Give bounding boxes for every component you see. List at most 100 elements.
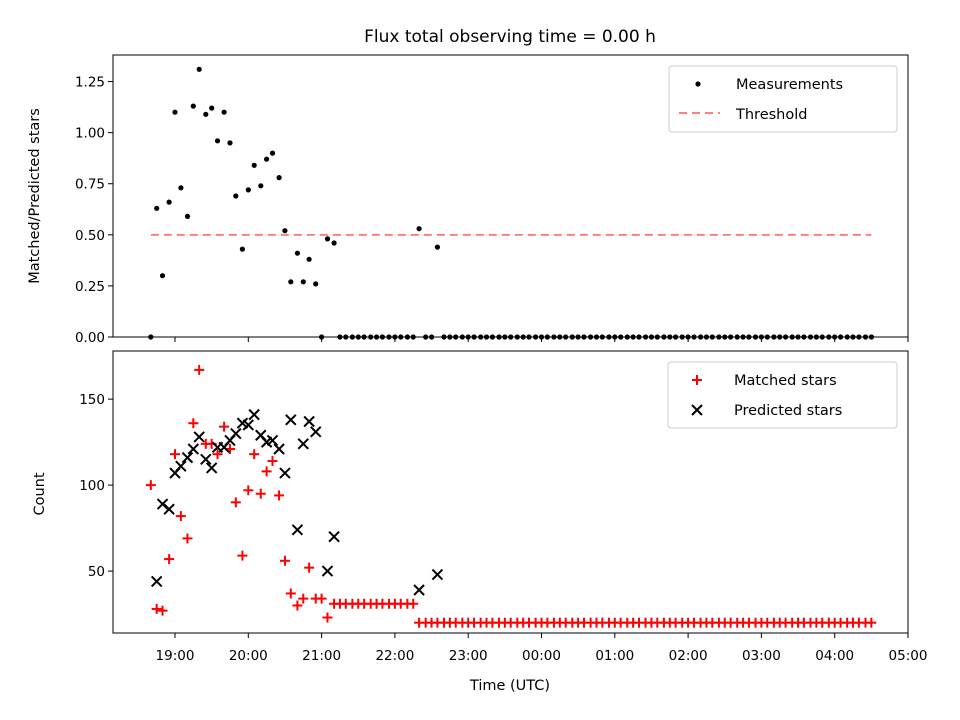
matched-star-point [866,617,877,628]
predicted-legend-label: Predicted stars [734,403,842,419]
matched-star-point [194,364,205,375]
ratio-panel: 0.00 0.25 0.50 0.75 1.00 1.25 Matched/Predict… [27,54,909,346]
ratio-y-tick-label: 0.50 [75,228,105,244]
measurement-point [324,236,331,242]
matched-star-point [298,593,309,604]
measurement-point [196,66,202,72]
predicted-star-point [150,575,163,588]
time-x-tick-label: 04:00 [815,648,854,664]
measurement-point [221,109,227,115]
predicted-star-point [156,498,169,510]
matched-star-point [267,456,278,467]
measurement-point [159,273,166,279]
predicted-star-point [279,467,291,479]
count-plot-frame [112,350,909,634]
predicted-star-point [163,503,175,515]
ratio-x-ticks [174,337,909,342]
predicted-star-point [187,443,200,455]
measurement-point [288,279,294,285]
measurement-point [209,105,215,111]
measurement-point [313,281,319,287]
measurement-point [239,246,245,252]
count-y-tick-label: 150 [79,392,105,408]
predicted-star-point [431,568,444,581]
predicted-star-point [175,460,187,472]
count-y-tick-label: 100 [79,478,105,494]
ratio-y-tick-label: 0.75 [75,177,105,193]
matched-star-point [237,550,248,561]
time-x-tick-label: 05:00 [889,648,928,664]
count-y-ticks: 50 100 150 [79,392,113,580]
matched-star-point [255,488,266,499]
matched-star-point [188,418,199,429]
predicted-star-point [303,415,315,428]
matched-star-point [316,593,327,604]
predicted-stars-layer [150,408,444,596]
measurements-legend-label: Measurements [736,77,843,93]
time-x-tick-label: 21:00 [302,648,341,664]
predicted-star-point [321,565,334,577]
predicted-star-point [328,531,340,543]
matched-star-point [219,421,230,432]
measurement-point [300,279,306,285]
predicted-star-point [248,408,260,421]
measurement-point [306,256,312,262]
count-y-axis-label: Count [32,472,48,515]
predicted-star-point [193,431,205,443]
measurement-point [331,240,337,246]
matched-legend-label: Matched stars [734,373,837,389]
time-x-tick-label: 00:00 [522,648,561,664]
matched-star-point [261,466,272,477]
count-x-ticks: 19:00 20:00 21:00 22:00 23:00 00:00 01:00 02:00… [156,633,928,664]
measurement-point [434,244,440,250]
matched-star-point [408,598,419,609]
matched-legend-marker [692,375,702,385]
predicted-star-point [285,414,297,426]
measurement-point [264,156,270,162]
matched-star-point [212,449,223,460]
predicted-star-point [266,434,279,447]
measurement-point [276,175,282,181]
count-panel: 50 100 150 19:00 20:00 21:00 22:00 23:00 00:00 0… [32,350,928,694]
matched-star-point [249,449,260,460]
threshold-legend-label: Threshold [735,107,807,123]
matched-star-point [170,449,180,460]
matched-star-point [151,603,162,614]
measurement-point [269,150,276,156]
time-x-tick-label: 19:00 [156,648,195,664]
ratio-y-axis-label: Matched/Predicted stars [27,108,43,284]
measurement-point [203,111,209,117]
matched-star-point [322,612,333,623]
count-legend: Matched stars Predicted stars [667,361,898,429]
measurement-point [190,103,196,109]
matched-star-point [164,554,175,565]
chart-title: Flux total observing time = 0.00 h [364,27,656,47]
ratio-y-tick-label: 0.00 [75,330,105,346]
measurement-point [245,187,251,193]
predicted-star-point [205,462,218,474]
predicted-star-point [200,453,212,466]
time-x-tick-label: 23:00 [449,648,488,664]
ratio-plot-frame [112,54,909,338]
measurement-point [233,193,239,199]
matched-star-point [182,533,193,544]
count-legend-box [667,361,898,429]
time-x-tick-label: 02:00 [669,648,708,664]
matched-star-point [274,490,285,501]
ratio-y-tick-label: 0.25 [75,279,105,295]
time-x-tick-label: 22:00 [375,648,414,664]
measurement-point [178,185,184,191]
measurement-point [227,140,233,146]
measurements-legend-marker [695,81,701,87]
predicted-star-point [291,524,304,536]
ratio-legend: Measurements Threshold [668,65,898,133]
matched-star-point [279,555,290,566]
measurement-point [154,205,160,211]
measurement-point [416,226,422,232]
measurement-point [282,228,288,234]
measurement-point [258,183,264,189]
count-y-tick-label: 50 [88,564,105,580]
ratio-y-tick-label: 1.00 [75,126,105,142]
time-x-axis-label: Time (UTC) [469,678,550,694]
